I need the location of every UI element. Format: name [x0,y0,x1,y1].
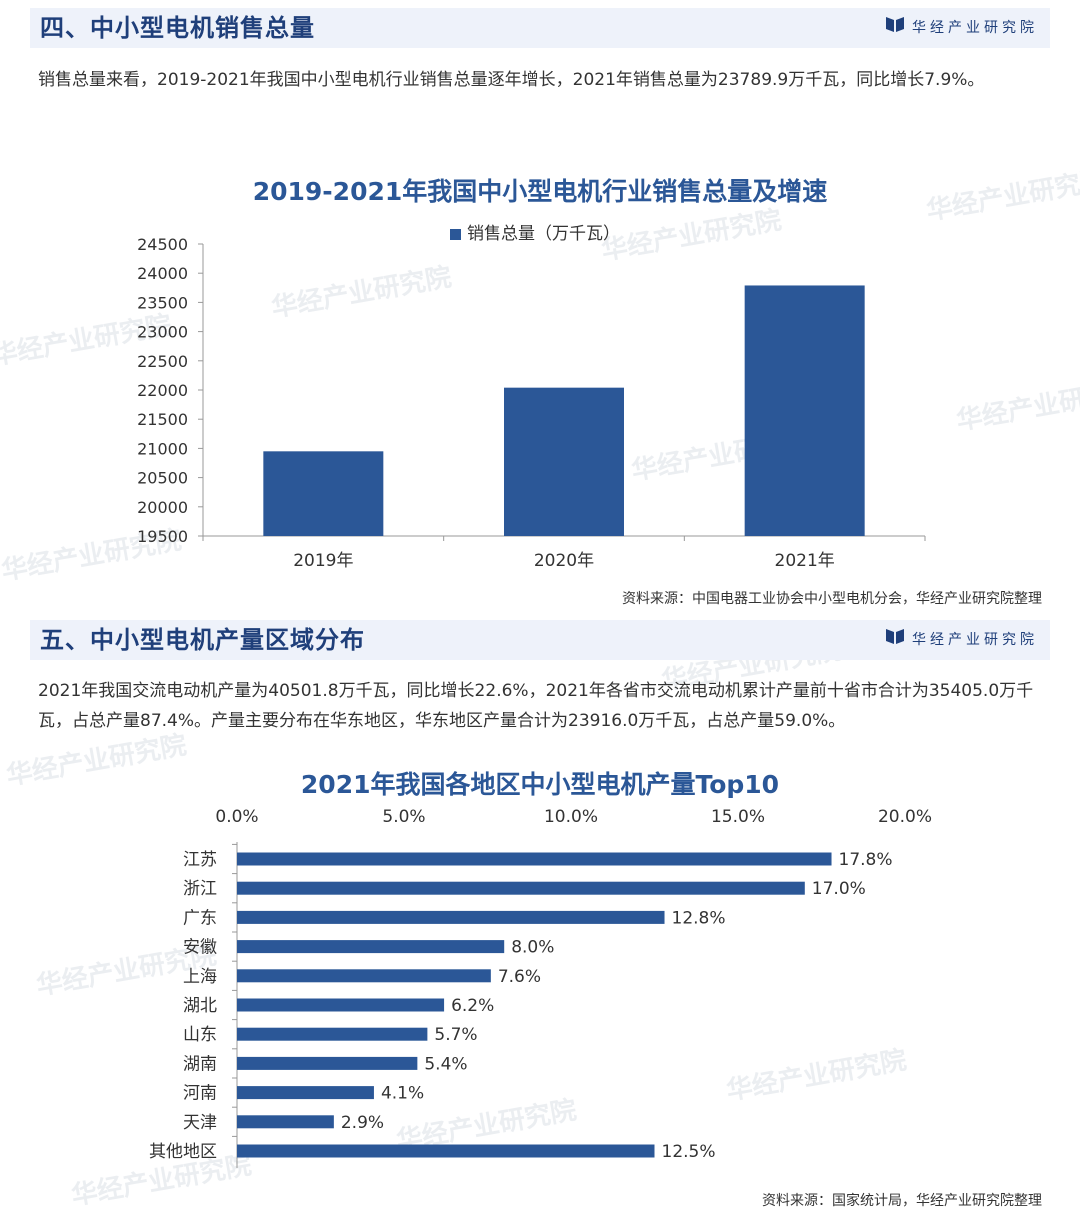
y-tick-label: 21000 [137,439,188,458]
brand-logo-icon [886,620,904,660]
bar [237,881,805,895]
bar [504,387,624,536]
data-label: 6.2% [451,996,494,1016]
bar [237,852,832,866]
x-tick-label: 15.0% [711,807,765,827]
y-tick-label: 河南 [183,1084,217,1104]
data-label: 5.7% [434,1025,477,1045]
section-header-sales: 四、中小型电机销售总量 华经产业研究院 [30,8,1050,48]
data-label: 7.6% [498,967,541,987]
data-label: 17.8% [839,850,893,870]
chart-title-region: 2021年我国各地区中小型电机产量Top10 [300,770,780,799]
legend-label: 销售总量（万千瓦） [467,224,620,244]
y-tick-label: 22500 [137,352,188,371]
brand-name: 华经产业研究院 [912,20,1038,36]
x-tick-label: 20.0% [878,807,932,827]
y-tick-label: 20500 [137,469,188,488]
y-tick-label: 浙江 [183,879,217,899]
x-tick-label: 10.0% [544,807,598,827]
data-label: 17.0% [812,879,866,899]
bar [237,998,445,1012]
data-label: 2.9% [341,1113,384,1133]
chart-legend: 销售总量（万千瓦） [450,219,620,244]
bar [237,910,665,924]
x-tick-label: 0.0% [215,807,258,827]
section-title: 五、中小型电机产量区域分布 [40,626,365,654]
x-tick-label: 2019年 [293,551,353,571]
bar [744,285,865,536]
brand-label: 华经产业研究院 [886,620,1038,660]
bar [237,940,505,954]
data-label: 8.0% [511,938,554,958]
bar [237,1086,374,1100]
y-tick-label: 江苏 [183,850,217,870]
y-tick-label: 23500 [137,293,188,312]
sales-bar-chart: 19500 20000 20500 21000 21500 22000 22500 23000… [137,235,926,571]
chart-source: 资料来源：国家统计局，华经产业研究院整理 [762,1193,1042,1209]
region-paragraph: 2021年我国交流电动机产量为40501.8万千瓦，同比增长22.6%，2021… [38,681,1034,731]
y-tick-label: 其他地区 [149,1142,217,1162]
region-bar-chart: 0.0% 5.0% 10.0% 15.0% 20.0% 江苏 17.8% 浙江 17.0% 广东 1… [149,807,932,1168]
y-tick-label: 21500 [137,410,188,429]
chart-source: 资料来源：中国电器工业协会中小型电机分会，华经产业研究院整理 [622,591,1042,607]
brand-logo-icon [886,8,904,48]
bar [237,1027,428,1041]
bar [237,1115,334,1129]
x-tick-label: 5.0% [382,807,425,827]
sales-paragraph: 销售总量来看，2019-2021年我国中小型电机行业销售总量逐年增长，2021年… [38,70,985,90]
y-tick-label: 20000 [137,498,188,517]
y-tick-label: 安徽 [183,938,217,958]
y-tick-label: 24500 [137,235,188,254]
y-tick-label: 19500 [137,527,188,546]
data-label: 5.4% [424,1054,467,1074]
brand-label: 华经产业研究院 [886,8,1038,48]
data-label: 4.1% [381,1084,424,1104]
y-tick-label: 湖北 [183,996,217,1016]
y-tick-label: 湖南 [183,1054,217,1074]
data-label: 12.5% [662,1142,716,1162]
y-tick-label: 23000 [137,323,188,342]
y-tick-label: 山东 [183,1025,217,1045]
brand-name: 华经产业研究院 [912,632,1038,648]
chart-title-sales: 2019-2021年我国中小型电机行业销售总量及增速 [252,177,828,206]
legend-swatch [450,228,461,240]
y-tick-label: 天津 [183,1113,217,1133]
y-tick-label: 22000 [137,381,188,400]
y-tick-label: 24000 [137,264,188,283]
y-tick-label: 上海 [183,967,217,987]
data-label: 12.8% [672,908,726,928]
x-tick-label: 2020年 [534,551,594,571]
x-tick-label: 2021年 [775,551,835,571]
bar [237,1144,655,1158]
bar [237,1056,418,1070]
bar [237,969,491,983]
section-title: 四、中小型电机销售总量 [40,14,315,42]
y-tick-label: 广东 [183,908,217,928]
bar [263,451,384,536]
section-header-region: 五、中小型电机产量区域分布 华经产业研究院 [30,620,1050,660]
